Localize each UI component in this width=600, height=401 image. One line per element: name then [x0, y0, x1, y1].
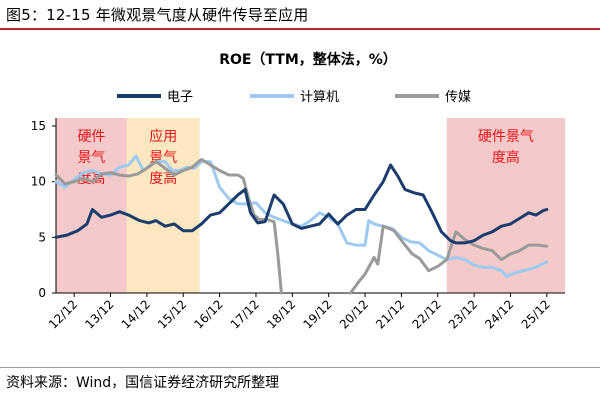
region-label-1-2: 度高: [149, 170, 177, 187]
x-tick-label-2: 14/12: [119, 297, 153, 331]
x-tick-label-5: 17/12: [228, 297, 262, 331]
region-label-1-0: 应用: [149, 128, 177, 145]
chart-title: ROE（TTM，整体法，%）: [219, 51, 397, 68]
x-tick-label-7: 19/12: [300, 297, 334, 331]
source-note: 资料来源：Wind，国信证券经济研究所整理: [6, 375, 280, 391]
x-tick-label-10: 22/12: [410, 297, 444, 331]
series-line-2-0: [54, 157, 283, 295]
y-tick-label-1: 5: [38, 230, 46, 244]
series-line-1-0: [54, 154, 549, 278]
x-tick-label-8: 20/12: [337, 297, 371, 331]
region-band-1: [126, 118, 200, 293]
x-tick-label-0: 12/12: [46, 297, 80, 331]
legend-label-0: 电子: [167, 90, 193, 105]
x-tick-label-6: 18/12: [264, 297, 298, 331]
x-tick-label-3: 15/12: [155, 297, 189, 331]
x-tick-label-1: 13/12: [82, 297, 116, 331]
y-tick-label-0: 0: [38, 286, 46, 300]
legend-label-2: 传媒: [445, 90, 471, 105]
source-rule: [0, 367, 600, 368]
series-line-0-0: [54, 163, 549, 245]
x-tick-label-4: 16/12: [191, 297, 225, 331]
region-label-0-0: 硬件: [77, 129, 105, 145]
chart-legend: 电子 计算机 传媒: [117, 90, 471, 105]
x-tick-label-11: 23/12: [446, 297, 480, 331]
series-line-2-1: [349, 224, 549, 295]
legend-label-1: 计算机: [300, 90, 339, 105]
region-label-0-1: 景气: [77, 150, 105, 166]
x-tick-label-12: 24/12: [482, 297, 516, 331]
region-band-0: [56, 118, 127, 293]
chart-series: [54, 154, 549, 295]
y-tick-label-2: 10: [31, 175, 46, 189]
region-label-2-0: 硬件景气: [478, 129, 534, 145]
x-tick-label-9: 21/12: [373, 297, 407, 331]
title-rule: [0, 28, 600, 30]
x-tick-label-13: 25/12: [519, 297, 553, 331]
figure-title: 图5：12-15 年微观景气度从硬件传导至应用: [6, 6, 309, 24]
region-label-2-1: 度高: [492, 149, 520, 166]
y-tick-label-3: 15: [31, 119, 46, 133]
